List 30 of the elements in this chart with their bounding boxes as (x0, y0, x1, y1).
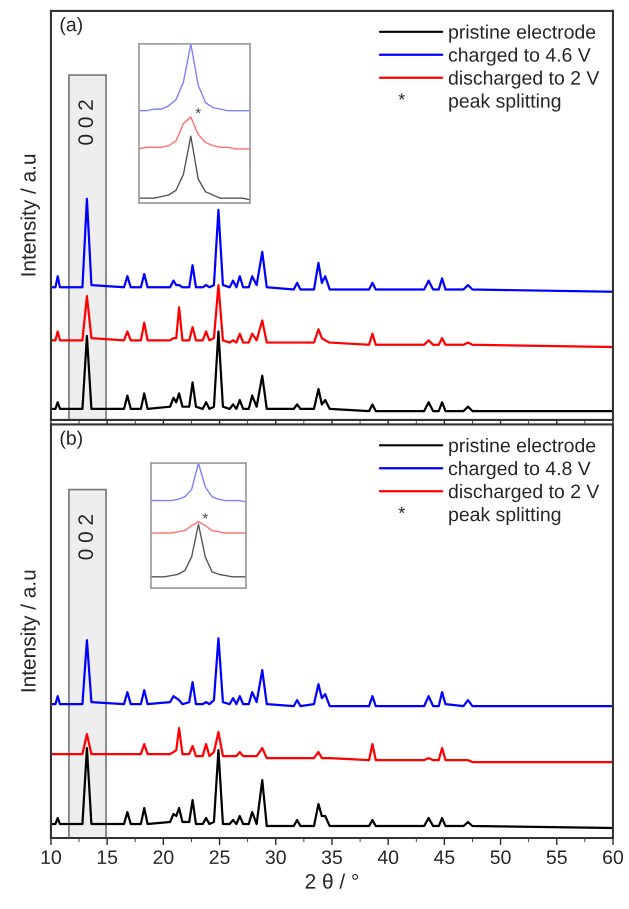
text: (b) (60, 430, 82, 449)
x-tick-label: 40 (378, 850, 398, 864)
x-axis-title: 2 θ / ° (306, 873, 358, 889)
annotation: * (202, 513, 208, 519)
x-tick-label: 55 (546, 850, 567, 864)
text: (a) (60, 17, 82, 36)
text: * (398, 93, 405, 100)
legend-label: pristine electrode (449, 24, 596, 43)
y-axis-title: Intensity / a.u (20, 154, 40, 276)
x-tick-label: 20 (154, 850, 174, 864)
legend-label: charged to 4.6 V (448, 48, 591, 66)
legend-label: charged to 4.8 V (448, 461, 591, 480)
x-tick-label: 50 (490, 850, 511, 864)
x-tick-label: 35 (322, 850, 342, 864)
x-tick-label: 45 (434, 850, 454, 864)
band-label: 0 0 2 (78, 100, 94, 145)
text: peak splitting (449, 93, 560, 112)
band-label: 0 0 2 (78, 514, 94, 560)
legend-label: discharged to 2 V (448, 484, 600, 502)
text: peak splitting (449, 506, 560, 526)
text: * (398, 506, 405, 514)
legend-label: pristine electrode (449, 438, 596, 456)
y-axis-title: Intensity / a.u (20, 570, 40, 692)
legend-label: discharged to 2 V (448, 70, 600, 89)
x-tick-label: 30 (266, 850, 286, 864)
x-tick-label: 15 (98, 850, 118, 864)
x-tick-label: 60 (603, 850, 624, 864)
x-tick-label: 10 (42, 850, 62, 864)
x-tick-label: 25 (210, 850, 230, 864)
annotation: * (195, 108, 201, 114)
